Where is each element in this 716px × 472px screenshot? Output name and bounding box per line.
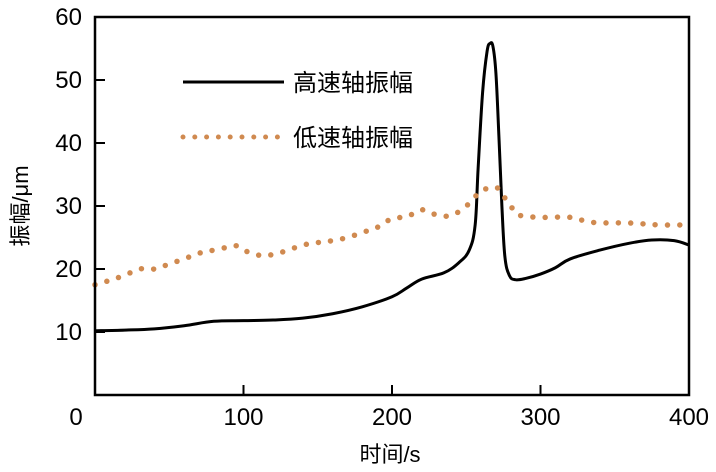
legend-label-high-speed: 高速轴振幅	[293, 70, 413, 97]
x-tick-label: 100	[223, 404, 263, 431]
series-layer	[92, 41, 692, 333]
series-line-high-speed	[94, 41, 690, 333]
legend-label-low-speed: 低速轴振幅	[293, 125, 413, 152]
x-tick-label: 200	[372, 404, 412, 431]
y-tick-label: 50	[55, 67, 82, 94]
y-tick-label: 60	[55, 4, 82, 31]
x-tick-label: 400	[669, 404, 709, 431]
y-tick-label: 20	[55, 256, 82, 283]
x-axis-title: 时间/s	[359, 442, 420, 467]
y-tick-label: 30	[55, 193, 82, 220]
x-tick-label: 300	[520, 404, 560, 431]
y-axis-title: 振幅/μm	[8, 165, 33, 246]
legend: 高速轴振幅 低速轴振幅	[180, 70, 413, 152]
y-tick-label: 40	[55, 130, 82, 157]
series-line-low-speed	[92, 184, 692, 288]
ticks-layer: 0 100 200 300 400 10 20 30 40 50 60	[55, 4, 709, 431]
x-tick-label: 0	[69, 404, 82, 431]
y-tick-label: 10	[55, 319, 82, 346]
